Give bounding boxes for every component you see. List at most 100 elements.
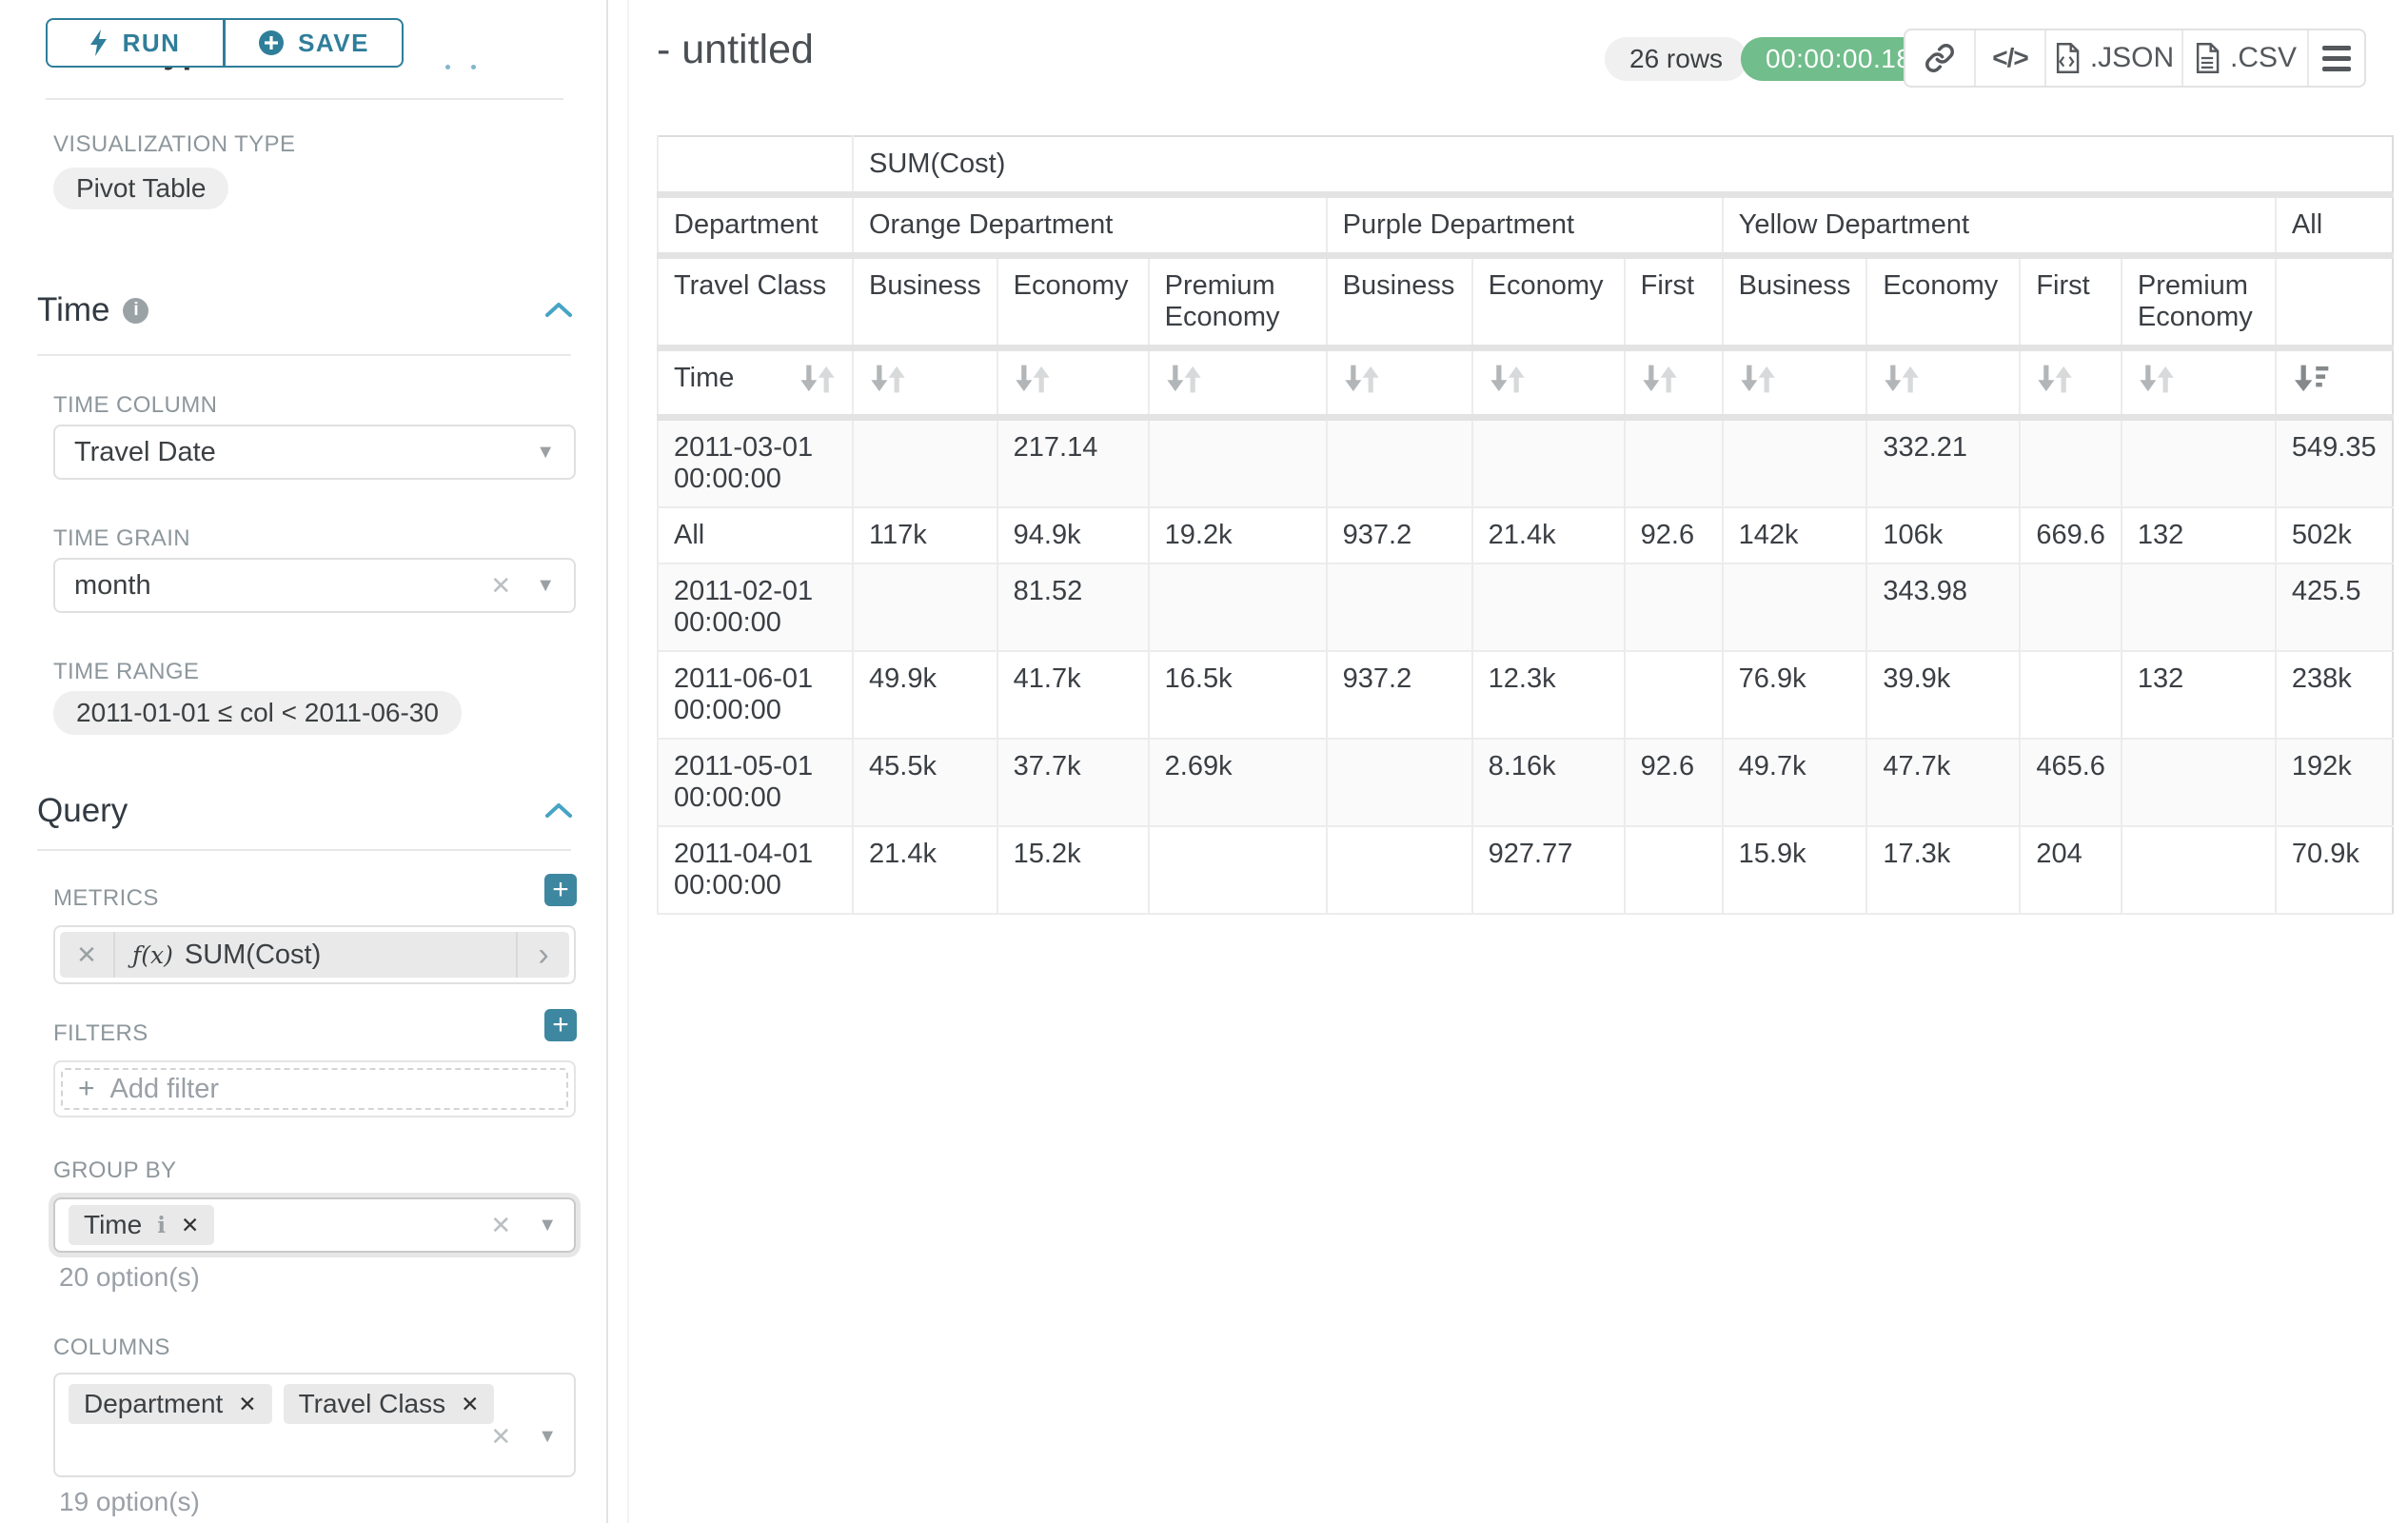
- pivot-value-cell: 937.2: [1325, 651, 1472, 740]
- pivot-value-cell: [2120, 564, 2276, 652]
- column-group-header: Yellow Department: [1721, 194, 2276, 259]
- share-link-button[interactable]: [1905, 30, 1974, 86]
- sort-icon[interactable]: [799, 363, 837, 395]
- metric-chip[interactable]: ✕ ƒ(x) SUM(Cost) ›: [60, 932, 569, 978]
- panel-divider[interactable]: [606, 0, 608, 1523]
- time-sort-header: Time: [657, 347, 853, 421]
- clear-icon[interactable]: ✕: [490, 1211, 512, 1239]
- pivot-value-cell: [1325, 417, 1472, 508]
- pivot-value-cell: [1623, 564, 1723, 652]
- collapse-time-chevron-icon[interactable]: [544, 301, 573, 318]
- pivot-value-cell: [1147, 564, 1327, 652]
- metric-chip-label: SUM(Cost): [184, 939, 322, 970]
- column-group-header: Orange Department: [852, 194, 1327, 259]
- pivot-value-cell: [1147, 417, 1327, 508]
- caret-down-icon: ▼: [538, 1426, 557, 1447]
- pivot-value-cell: 192k: [2274, 739, 2393, 827]
- column-header: First: [1623, 255, 1723, 351]
- filters-box: + Add filter: [53, 1060, 576, 1118]
- sort-icon[interactable]: [1489, 363, 1527, 395]
- pivot-value-cell: 92.6: [1623, 507, 1723, 564]
- sort-header-cell: [2120, 347, 2276, 421]
- sort-header-cell: [1147, 347, 1327, 421]
- remove-chip-icon[interactable]: ✕: [180, 1212, 200, 1237]
- pivot-value-cell: [2019, 564, 2122, 652]
- columns-label: COLUMNS: [53, 1335, 170, 1360]
- sort-icon[interactable]: [1014, 363, 1052, 395]
- group-by-select[interactable]: Time i ✕ ✕ ▼: [53, 1197, 576, 1253]
- row-count-badge: 26 rows: [1605, 37, 1748, 81]
- time-range-pill[interactable]: 2011-01-01 ≤ col < 2011-06-30: [53, 691, 462, 735]
- caret-down-icon: ▼: [536, 575, 555, 596]
- add-metric-button[interactable]: +: [544, 874, 577, 906]
- pivot-value-cell: 92.6: [1623, 739, 1723, 827]
- save-button[interactable]: SAVE: [225, 18, 404, 68]
- sort-header-cell-active: [2274, 347, 2393, 421]
- pivot-value-cell: [1623, 826, 1723, 915]
- column-header: Business: [852, 255, 997, 351]
- pivot-value-cell: 17.3k: [1865, 826, 2021, 915]
- pivot-value-cell: 238k: [2274, 651, 2393, 740]
- metrics-label: METRICS: [53, 885, 159, 911]
- columns-select[interactable]: Department ✕ Travel Class ✕ ✕ ▼: [53, 1373, 576, 1477]
- column-header: First: [2019, 255, 2122, 351]
- sort-icon[interactable]: [869, 363, 907, 395]
- pivot-value-cell: [2120, 739, 2276, 827]
- pivot-value-cell: 2.69k: [1147, 739, 1327, 827]
- sort-icon[interactable]: [1739, 363, 1777, 395]
- pivot-value-cell: 502k: [2274, 507, 2393, 564]
- pivot-value-cell: 81.52: [996, 564, 1149, 652]
- remove-metric-icon[interactable]: ✕: [60, 932, 115, 978]
- sort-icon[interactable]: [1343, 363, 1381, 395]
- pivot-value-cell: 332.21: [1865, 417, 2021, 508]
- sort-icon[interactable]: [2138, 363, 2176, 395]
- column-group-header: Purple Department: [1325, 194, 1723, 259]
- run-button[interactable]: RUN: [46, 18, 225, 68]
- plus-icon: +: [78, 1073, 95, 1104]
- time-column-label: TIME COLUMN: [53, 392, 218, 418]
- pivot-value-cell: [1325, 826, 1472, 915]
- pivot-value-cell: [1470, 564, 1625, 652]
- collapse-query-chevron-icon[interactable]: [544, 801, 573, 819]
- pivot-value-cell: 41.7k: [996, 651, 1149, 740]
- metrics-box: ✕ ƒ(x) SUM(Cost) ›: [53, 925, 576, 984]
- sort-icon[interactable]: [1641, 363, 1679, 395]
- sort-icon[interactable]: [1165, 363, 1203, 395]
- run-save-button-bar: RUN SAVE: [46, 18, 404, 68]
- clear-icon[interactable]: ✕: [490, 571, 512, 600]
- sort-icon[interactable]: [1883, 363, 1921, 395]
- columns-options-hint: 19 option(s): [59, 1487, 200, 1516]
- sort-header-cell: [1865, 347, 2021, 421]
- add-filter-button[interactable]: + Add filter: [61, 1068, 568, 1110]
- export-json-button[interactable]: .JSON: [2044, 30, 2181, 86]
- view-query-button[interactable]: </>: [1974, 30, 2044, 86]
- pivot-row-label: 2011-02-01 00:00:00: [657, 564, 853, 652]
- clear-icon[interactable]: ✕: [490, 1422, 512, 1451]
- remove-chip-icon[interactable]: ✕: [238, 1391, 257, 1416]
- sort-descending-active-icon[interactable]: [2292, 363, 2330, 395]
- pivot-value-cell: 937.2: [1325, 507, 1472, 564]
- viz-type-pill[interactable]: Pivot Table: [53, 168, 229, 209]
- pivot-value-cell: [1721, 417, 1867, 508]
- pivot-value-cell: 927.77: [1470, 826, 1625, 915]
- control-panel: Chart Type RUN SAVE VISUALIZATION TYPE P…: [0, 0, 606, 1523]
- pivot-value-cell: 132: [2120, 507, 2276, 564]
- caret-down-icon: ▼: [536, 442, 555, 463]
- chevron-right-icon[interactable]: ›: [516, 932, 569, 978]
- columns-chip[interactable]: Department ✕: [69, 1384, 272, 1424]
- add-filter-plus-button[interactable]: +: [544, 1009, 577, 1041]
- pivot-value-cell: 49.9k: [852, 651, 997, 740]
- pivot-value-cell: 8.16k: [1470, 739, 1625, 827]
- export-csv-button[interactable]: .CSV: [2181, 30, 2307, 86]
- sort-icon[interactable]: [2036, 363, 2074, 395]
- remove-chip-icon[interactable]: ✕: [461, 1391, 480, 1416]
- sort-header-cell: [996, 347, 1149, 421]
- divider: [37, 354, 571, 356]
- time-grain-select[interactable]: month ✕ ▼: [53, 558, 576, 613]
- time-column-select[interactable]: Travel Date ▼: [53, 425, 576, 480]
- more-menu-button[interactable]: [2307, 30, 2364, 86]
- group-by-chip[interactable]: Time i ✕: [69, 1205, 215, 1245]
- columns-chip[interactable]: Travel Class ✕: [283, 1384, 495, 1424]
- filters-label: FILTERS: [53, 1020, 148, 1046]
- chart-title[interactable]: - untitled: [657, 27, 814, 72]
